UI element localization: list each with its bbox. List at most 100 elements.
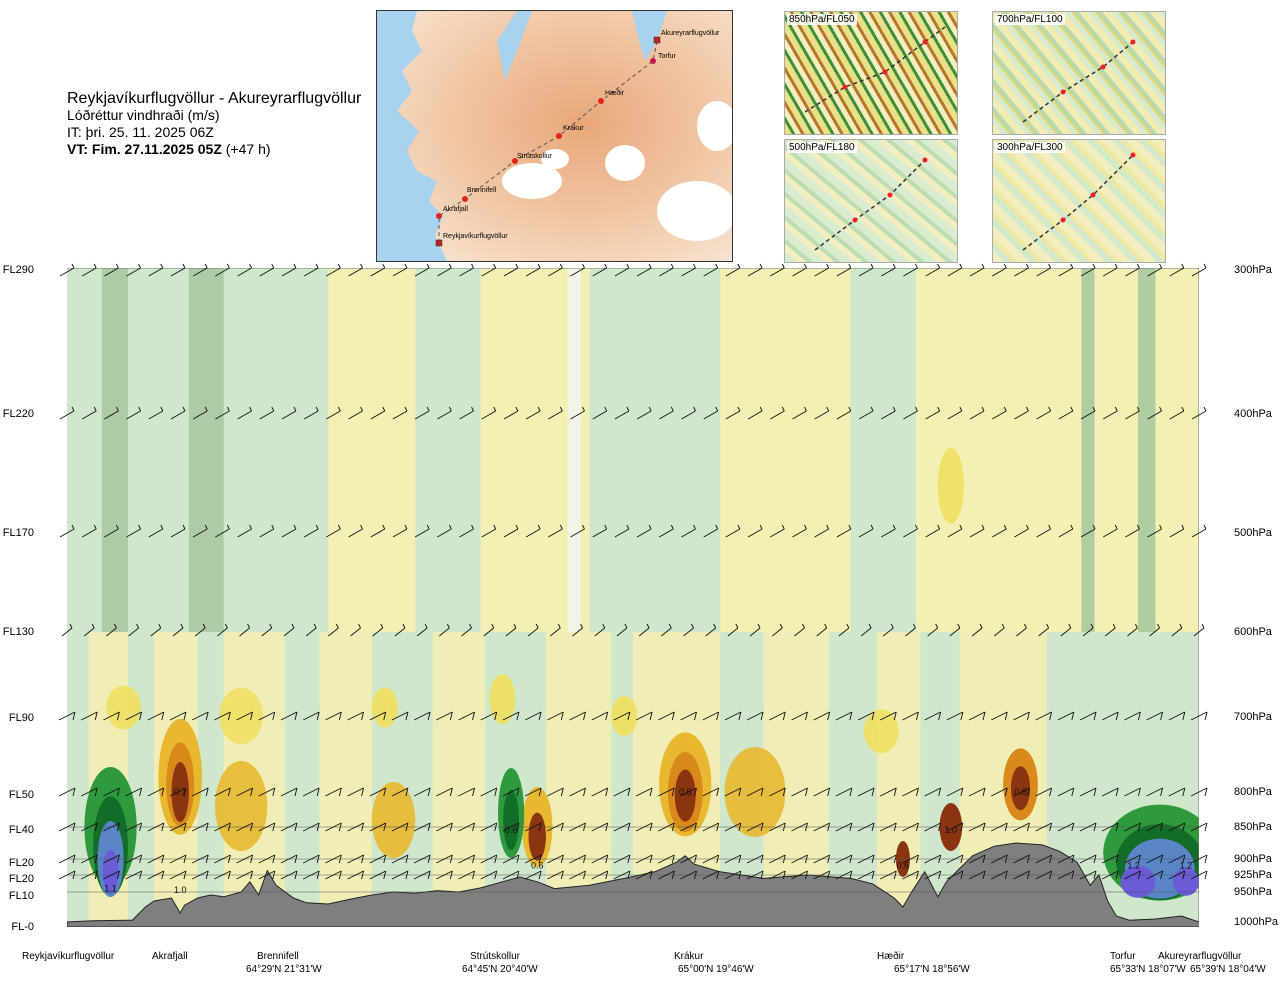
wind-barb	[328, 623, 339, 637]
wind-barb-shaft	[703, 410, 718, 420]
wind-barb	[992, 524, 1007, 538]
wind-barb-shaft	[1146, 787, 1163, 797]
wind-barb-feather	[227, 854, 231, 864]
wind-barb-feather	[604, 263, 608, 269]
wind-barb	[81, 263, 97, 277]
wind-barb-feather	[915, 263, 918, 269]
max-value-label: 0.6	[531, 860, 544, 870]
wind-barb	[481, 263, 497, 277]
field-max	[674, 769, 696, 822]
wind-barb-feather	[1026, 870, 1030, 880]
wind-barb-shaft	[814, 410, 829, 420]
wind-barb	[259, 263, 275, 277]
wind-barb	[992, 406, 1007, 420]
wind-barb	[703, 263, 719, 277]
wind-barb	[369, 854, 387, 864]
wind-barb-feather	[1179, 623, 1183, 629]
wind-barb-shaft	[191, 854, 209, 864]
wind-barb-feather	[1049, 854, 1053, 864]
field-band-upper	[720, 268, 851, 632]
wind-barb-shaft	[1171, 627, 1183, 637]
wind-barb	[591, 787, 609, 797]
wind-barb-feather	[337, 524, 341, 530]
wind-barb-feather	[670, 524, 674, 530]
wind-barb	[1036, 406, 1052, 420]
wind-barb	[1080, 263, 1096, 277]
wind-barb-shaft	[104, 528, 119, 538]
wind-barb-feather	[116, 822, 120, 832]
wind-barb-feather	[694, 711, 697, 721]
wind-barb-feather	[760, 854, 764, 864]
wind-barb-feather	[204, 524, 208, 530]
wind-barb-feather	[250, 870, 254, 880]
wind-barb	[813, 870, 831, 880]
wind-barb-shaft	[991, 787, 1008, 797]
wind-barb	[925, 263, 941, 277]
wind-barb-shaft	[1079, 854, 1097, 864]
wind-barb	[1190, 711, 1208, 721]
wind-barb-feather	[294, 711, 298, 721]
wind-barb-shaft	[725, 528, 741, 538]
wind-barb-shaft	[880, 870, 897, 880]
wind-barb-feather	[1204, 854, 1208, 864]
wind-barb	[1013, 711, 1030, 721]
wind-barb-shaft	[902, 822, 919, 832]
wind-barb-shaft	[413, 870, 431, 880]
wind-barb-shaft	[106, 627, 117, 637]
wind-barb-shaft	[392, 528, 408, 538]
wind-barb-shaft	[437, 528, 452, 538]
wind-barb-shaft	[857, 854, 875, 864]
wind-barb-shaft	[414, 267, 430, 277]
wind-barb-feather	[827, 870, 831, 880]
wind-barb	[302, 870, 320, 880]
wind-barb-shaft	[838, 627, 850, 637]
wind-barb	[659, 524, 674, 538]
wind-barb-feather	[250, 711, 254, 721]
wind-barb-shaft	[325, 822, 342, 832]
wind-barb-feather	[738, 822, 742, 832]
wind-barb	[302, 787, 320, 797]
wind-barb-feather	[959, 263, 963, 269]
wind-barb	[746, 711, 764, 721]
fl-label: FL220	[2, 408, 34, 420]
wind-barb	[1124, 711, 1141, 721]
wind-barb-feather	[293, 406, 297, 412]
wind-barb-feather	[716, 822, 720, 832]
wind-barb-feather	[871, 822, 875, 832]
thumb-300hpa[interactable]: 300hPa/FL300	[992, 139, 1166, 263]
thumb-700hpa[interactable]: 700hPa/FL100	[992, 11, 1166, 135]
wind-barb-shaft	[103, 854, 120, 864]
wind-barb	[591, 870, 609, 880]
wind-barb-shaft	[946, 870, 964, 880]
wind-barb	[814, 524, 830, 538]
wind-barb-shaft	[191, 711, 209, 721]
wind-barb-feather	[94, 854, 98, 864]
wind-barb-shaft	[1036, 528, 1051, 538]
wind-barb-feather	[671, 711, 675, 721]
wind-barb-shaft	[947, 267, 963, 277]
wind-barb	[169, 854, 187, 864]
thumb-850hpa[interactable]: 850hPa/FL050	[784, 11, 958, 135]
wind-barb-shaft	[747, 410, 763, 420]
fl-label: FL20	[8, 873, 34, 885]
wind-barb-feather	[782, 822, 786, 832]
pressure-label: 900hPa	[1234, 853, 1272, 865]
wind-barb-shaft	[125, 787, 142, 797]
pressure-label: 600hPa	[1234, 626, 1272, 638]
wind-barb-feather	[382, 524, 386, 530]
wind-barb-feather	[136, 623, 139, 629]
wind-barb	[1102, 406, 1118, 420]
wind-barb	[503, 524, 519, 538]
wind-barb	[61, 623, 73, 637]
wind-barb-shaft	[1169, 410, 1185, 420]
wind-barb	[1168, 870, 1186, 880]
wind-barb-feather	[338, 854, 342, 864]
wind-barb-shaft	[170, 410, 186, 420]
wind-barb	[237, 263, 252, 277]
wind-barb	[569, 787, 586, 797]
wind-barb	[326, 263, 341, 277]
wind-barb-feather	[1092, 524, 1096, 530]
wind-barb-feather	[893, 854, 897, 864]
thumb-500hpa[interactable]: 500hPa/FL180	[784, 139, 958, 263]
wind-barb-shaft	[769, 870, 786, 880]
